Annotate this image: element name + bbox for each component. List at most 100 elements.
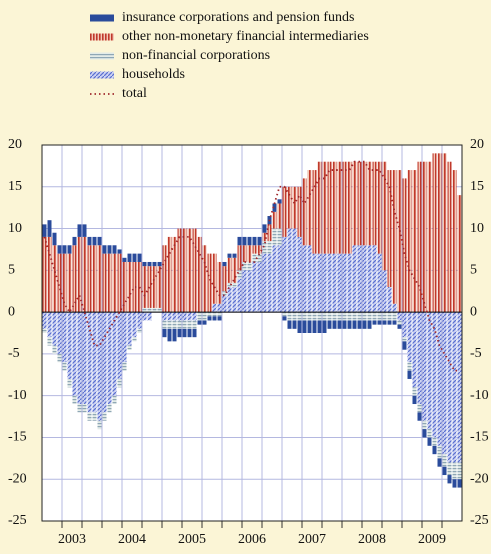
bar-segment bbox=[392, 320, 397, 325]
bar-segment bbox=[67, 245, 72, 254]
bar-segment bbox=[407, 362, 412, 371]
bar-segment bbox=[122, 261, 127, 313]
bar-segment bbox=[72, 236, 77, 246]
bar-segment bbox=[112, 245, 117, 254]
bar-segment bbox=[167, 328, 172, 342]
bar-segment bbox=[252, 236, 257, 246]
bar-segment bbox=[137, 261, 142, 313]
bar-segment bbox=[442, 312, 447, 455]
bar-segment bbox=[122, 362, 127, 371]
bar-segment bbox=[62, 362, 67, 371]
bar-segment bbox=[107, 245, 112, 254]
bar-segment bbox=[52, 232, 57, 246]
bar-segment bbox=[397, 312, 402, 321]
bar-segment bbox=[287, 312, 292, 321]
x-tick-label: 2007 bbox=[298, 532, 326, 547]
bar-segment bbox=[427, 312, 432, 430]
bar-segment bbox=[392, 303, 397, 313]
bar-segment bbox=[117, 249, 122, 254]
bar-segment bbox=[352, 161, 357, 246]
bar-segment bbox=[382, 312, 387, 321]
bar-segment bbox=[217, 316, 222, 321]
bar-segment bbox=[297, 186, 302, 237]
bar-segment bbox=[207, 316, 212, 321]
bar-segment bbox=[367, 245, 372, 313]
y2-tick-label: 15 bbox=[470, 179, 484, 194]
bar-segment bbox=[352, 245, 357, 313]
bar-segment bbox=[67, 312, 72, 379]
bar-segment bbox=[452, 170, 457, 313]
y2-tick-label: -20 bbox=[470, 471, 489, 486]
bar-segment bbox=[387, 287, 392, 313]
bar-segment bbox=[367, 320, 372, 329]
bar-segment bbox=[257, 261, 262, 313]
bar-segment bbox=[62, 245, 67, 254]
bar-segment bbox=[407, 370, 412, 379]
bar-segment bbox=[292, 186, 297, 229]
bar-segment bbox=[272, 211, 277, 229]
bar-segment bbox=[437, 312, 442, 446]
bar-segment bbox=[437, 445, 442, 459]
bar-segment bbox=[317, 161, 322, 254]
bar-segment bbox=[412, 395, 417, 405]
bar-segment bbox=[92, 236, 97, 246]
bar-segment bbox=[232, 257, 237, 283]
bar-segment bbox=[117, 253, 122, 313]
bar-segment bbox=[372, 312, 377, 321]
bar-segment bbox=[242, 245, 247, 262]
bar-segment bbox=[217, 261, 222, 304]
bar-segment bbox=[302, 320, 307, 333]
bar-segment bbox=[322, 312, 327, 321]
bar-segment bbox=[417, 161, 422, 313]
bar-segment bbox=[147, 307, 152, 313]
bar-segment bbox=[127, 253, 132, 262]
bar-segment bbox=[177, 320, 182, 329]
bar-segment bbox=[332, 253, 337, 313]
bar-segment bbox=[92, 312, 97, 413]
y2-tick-label: 10 bbox=[470, 221, 484, 236]
bar-segment bbox=[212, 312, 217, 317]
bar-segment bbox=[187, 228, 192, 313]
bar-segment bbox=[307, 312, 312, 321]
x-tick-label: 2005 bbox=[178, 532, 206, 547]
bar-segment bbox=[377, 253, 382, 313]
bar-segment bbox=[272, 245, 277, 313]
bar-segment bbox=[112, 312, 117, 396]
bar-segment bbox=[167, 312, 172, 321]
bar-segment bbox=[47, 220, 52, 237]
bar-segment bbox=[277, 199, 282, 204]
y2-tick-label: 20 bbox=[470, 137, 484, 152]
bar-segment bbox=[97, 245, 102, 313]
y-tick-label: -20 bbox=[8, 471, 27, 486]
bar-segment bbox=[307, 245, 312, 313]
bar-segment bbox=[292, 228, 297, 313]
bar-segment bbox=[347, 253, 352, 313]
bar-segment bbox=[357, 320, 362, 329]
bar-segment bbox=[287, 228, 292, 313]
bar-segment bbox=[67, 378, 72, 388]
bar-segment bbox=[237, 236, 242, 246]
bar-segment bbox=[152, 307, 157, 313]
bar-segment bbox=[97, 420, 102, 430]
bar-segment bbox=[152, 266, 157, 308]
bar-segment bbox=[427, 161, 432, 313]
bar-segment bbox=[202, 320, 207, 325]
bar-segment bbox=[327, 312, 332, 321]
bar-segment bbox=[197, 312, 202, 321]
bar-segment bbox=[142, 261, 147, 267]
bar-segment bbox=[242, 261, 247, 271]
bar-segment bbox=[72, 312, 77, 396]
y-tick-label: -15 bbox=[8, 430, 27, 445]
bar-segment bbox=[337, 312, 342, 321]
bar-segment bbox=[457, 312, 462, 463]
bar-segment bbox=[402, 312, 407, 338]
bar-segment bbox=[52, 312, 57, 346]
bar-segment bbox=[332, 312, 337, 321]
bar-segment bbox=[362, 161, 367, 246]
bar-segment bbox=[72, 395, 77, 405]
bar-segment bbox=[357, 161, 362, 246]
bar-segment bbox=[417, 404, 422, 413]
bar-segment bbox=[337, 161, 342, 254]
bar-segment bbox=[157, 307, 162, 313]
y2-tick-label: 0 bbox=[470, 304, 477, 319]
